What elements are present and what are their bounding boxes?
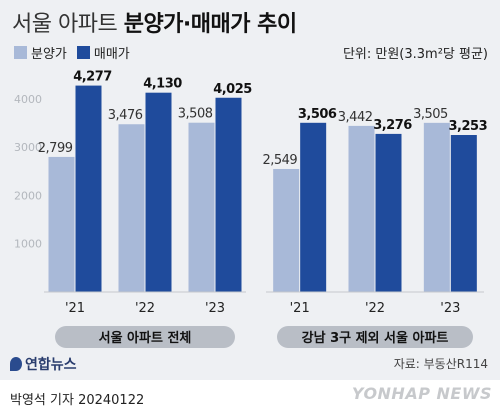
legend-label-presale: 분양가 bbox=[31, 47, 67, 62]
x-tick-label: '22 bbox=[365, 301, 385, 316]
bar-presale bbox=[118, 124, 145, 293]
bar-presale bbox=[48, 156, 75, 292]
panel-caption-pill bbox=[277, 326, 473, 348]
title-light: 서울 아파트 bbox=[12, 12, 118, 37]
byline: 박영석 기자 20240122 bbox=[10, 393, 145, 408]
data-label-trade: 3,506 bbox=[298, 107, 337, 122]
data-label-trade: 3,253 bbox=[449, 119, 488, 134]
panel-caption: 강남 3구 제외 서울 아파트 bbox=[302, 330, 449, 346]
y-tick-label: 3000 bbox=[14, 141, 42, 154]
bar-presale bbox=[348, 125, 375, 293]
legend-item-presale: 분양가 bbox=[14, 43, 67, 62]
bar-trade bbox=[375, 133, 402, 292]
bar-trade bbox=[145, 92, 172, 292]
panel-caption: 서울 아파트 전체 bbox=[99, 330, 192, 346]
y-tick-label: 2000 bbox=[14, 189, 42, 202]
legend: 분양가 매매가 bbox=[14, 43, 140, 62]
logo-text: 연합뉴스 bbox=[25, 357, 77, 373]
data-label-trade: 4,025 bbox=[213, 82, 252, 97]
data-label-presale: 2,549 bbox=[262, 153, 297, 168]
source-note: 자료: 부동산R114 bbox=[393, 357, 488, 371]
bar-trade bbox=[75, 85, 102, 293]
data-label-presale: 3,505 bbox=[413, 107, 448, 122]
title-bold: 분양가·매매가 추이 bbox=[123, 12, 297, 37]
x-tick-label: '23 bbox=[440, 301, 460, 316]
watermark: YONHAP NEWS bbox=[351, 384, 492, 403]
x-tick-label: '21 bbox=[290, 301, 310, 316]
legend-label-trade: 매매가 bbox=[93, 47, 130, 62]
chart-title: 서울 아파트 분양가·매매가 추이 bbox=[12, 6, 297, 38]
legend-swatch-presale bbox=[14, 46, 27, 59]
data-label-presale: 3,442 bbox=[338, 110, 373, 125]
data-label-trade: 4,277 bbox=[73, 70, 112, 85]
panel-caption-pill bbox=[55, 326, 235, 348]
y-tick-label: 4000 bbox=[14, 93, 42, 106]
bar-trade bbox=[215, 97, 242, 292]
data-label-presale: 3,508 bbox=[178, 107, 213, 122]
x-tick-label: '21 bbox=[65, 301, 85, 316]
legend-swatch-trade bbox=[76, 46, 90, 59]
unit-note: 단위: 만원(3.3m²당 평균) bbox=[342, 47, 488, 62]
bar-trade bbox=[450, 135, 477, 292]
bar-charts: 1000 2000 3000 4000 2,799 4,277 '21 3,476 4,130 '… bbox=[14, 70, 488, 348]
bar-presale bbox=[273, 168, 300, 292]
y-tick-label: 1000 bbox=[14, 238, 42, 251]
yonhap-logo: 연합뉴스 bbox=[10, 354, 77, 374]
data-label-presale: 3,476 bbox=[108, 108, 143, 123]
legend-item-trade: 매매가 bbox=[76, 43, 130, 62]
data-label-trade: 3,276 bbox=[373, 118, 412, 133]
data-label-trade: 4,130 bbox=[143, 77, 182, 92]
x-tick-label: '22 bbox=[135, 301, 155, 316]
bar-presale bbox=[188, 122, 215, 292]
bar-trade bbox=[300, 122, 327, 292]
bar-presale bbox=[423, 122, 450, 293]
yonhap-logo-icon bbox=[10, 357, 22, 371]
x-tick-label: '23 bbox=[205, 301, 225, 316]
data-label-presale: 2,799 bbox=[38, 141, 73, 156]
